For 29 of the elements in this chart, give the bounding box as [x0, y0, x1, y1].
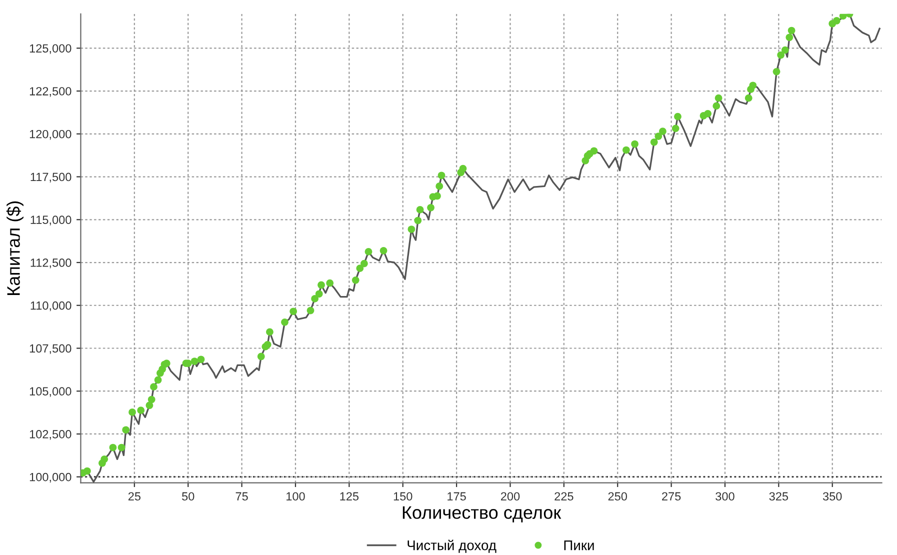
y-tick-label: 115,000 — [30, 216, 72, 226]
x-tick-label: 50 — [182, 492, 194, 501]
y-tick-label: 120,000 — [30, 130, 72, 140]
x-tick-label: 125 — [340, 492, 359, 501]
x-tick-label: 350 — [822, 492, 842, 501]
x-tick-label: 275 — [662, 492, 681, 501]
x-tick-label: 100 — [286, 492, 305, 501]
x-axis-title: Количество сделок — [402, 506, 562, 522]
y-tick-label: 110,000 — [30, 301, 72, 312]
y-tick-label: 100,000 — [30, 472, 72, 483]
x-tick-label: 300 — [716, 492, 734, 501]
x-tick-label: 250 — [608, 492, 627, 501]
x-tick-label: 25 — [128, 492, 140, 501]
y-tick-label: 107,500 — [30, 344, 72, 354]
y-tick-label: 117,500 — [30, 172, 72, 183]
x-tick-label: 325 — [769, 492, 788, 501]
x-tick-label: 200 — [500, 492, 520, 501]
y-tick-label: 125,000 — [30, 44, 72, 54]
x-tick-label: 225 — [554, 492, 574, 501]
y-axis-title: Капитал ($) — [6, 201, 24, 295]
x-tick-label: 75 — [236, 492, 248, 501]
x-tick-label: 175 — [448, 492, 466, 501]
legend-label: Чистый доход — [408, 540, 496, 553]
x-tick-label: 150 — [394, 492, 412, 501]
y-tick-label: 105,000 — [30, 387, 72, 397]
legend-label: Пики — [564, 540, 594, 550]
y-tick-label: 122,500 — [30, 87, 72, 97]
y-tick-label: 102,500 — [30, 430, 72, 440]
y-tick-label: 112,500 — [30, 258, 72, 268]
